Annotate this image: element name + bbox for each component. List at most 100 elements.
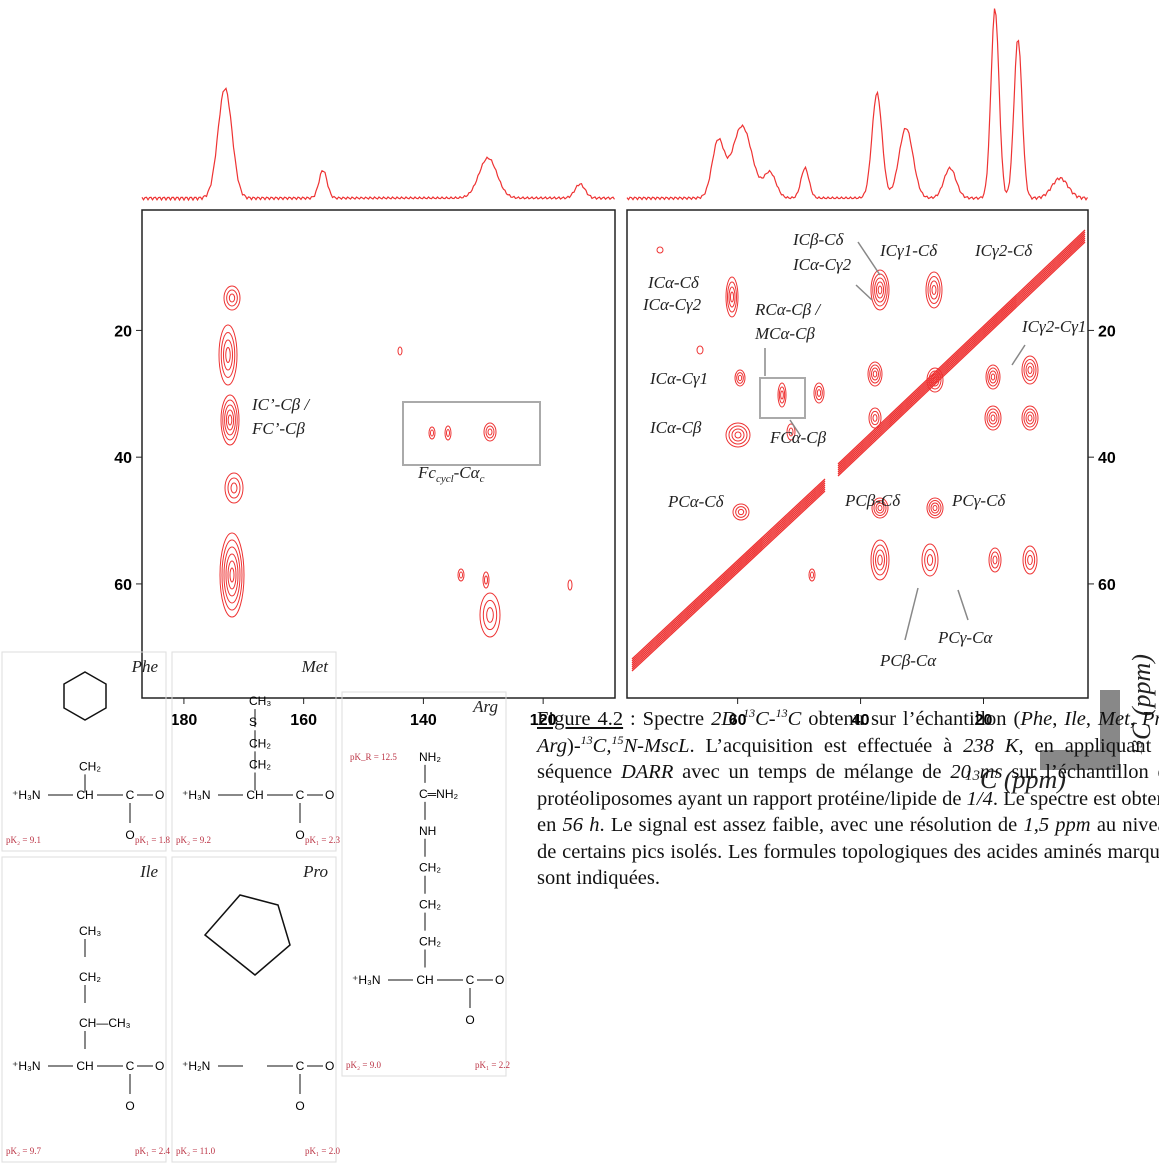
contour: [219, 532, 245, 618]
contour: [989, 370, 997, 384]
contour: [813, 382, 825, 404]
caption-text: , en appliquant la séquence: [537, 734, 1159, 784]
peak-label: PCβ-Cδ: [844, 491, 901, 510]
atom: C: [466, 973, 475, 987]
contour: [788, 427, 794, 437]
pk-label: pK₂ = 9.2: [176, 835, 211, 845]
contour: [816, 389, 822, 397]
caption-text: . Le signal est assez faible, avec une r…: [599, 814, 1024, 836]
contour: [875, 549, 885, 571]
peak-label: PCβ-Cα: [879, 651, 937, 670]
structure-box: [1, 856, 167, 1163]
label-part: Fc: [417, 463, 436, 482]
peak-label: ICα-Cγ2: [792, 255, 852, 274]
caption-text: 13: [743, 706, 756, 721]
atom: CH₂: [249, 736, 271, 750]
y-tick-label: 40: [114, 450, 132, 467]
caption-text: sur l’échantillon de protéoliposomes aya…: [537, 761, 1159, 810]
corner-mark: [1040, 690, 1120, 770]
contour: [487, 428, 493, 436]
contour: [224, 472, 244, 504]
contour: [786, 423, 796, 441]
contour: [870, 539, 890, 581]
contour: [870, 269, 890, 311]
atom: CH₃: [79, 924, 101, 938]
arrow: [957, 589, 969, 621]
pk-label: pK_R = 12.5: [350, 752, 397, 762]
contour: [990, 414, 996, 422]
contour: [486, 607, 494, 623]
contour: [229, 567, 235, 583]
structure-name: Phe: [131, 657, 159, 676]
peak-label: ICα-Cγ1: [649, 369, 708, 388]
contour: [227, 414, 233, 426]
contour: [1027, 366, 1033, 374]
contour: [875, 281, 885, 299]
diagonal: [631, 490, 826, 672]
contour: [926, 497, 944, 519]
atom: S: [249, 715, 257, 729]
contour: [725, 422, 751, 448]
caption-text: 2D: [711, 708, 744, 730]
atom: CH₂: [249, 757, 271, 771]
arrow: [789, 419, 801, 436]
contour: [225, 409, 235, 431]
diagonal: [631, 488, 826, 670]
contour: [736, 372, 744, 384]
caption-text: 13: [775, 706, 788, 721]
x-tick-label: 140: [410, 712, 437, 729]
ring: [203, 894, 291, 976]
atom: NH₂: [419, 750, 441, 764]
structure-name: Arg: [472, 697, 498, 716]
contour: [871, 367, 879, 381]
pk-label: pK₂ = 9.0: [346, 1060, 381, 1070]
contour: [1021, 355, 1039, 385]
contour: [728, 286, 736, 308]
atom: NH: [419, 824, 436, 838]
caption-text: 238 K: [963, 734, 1019, 757]
contour: [226, 289, 238, 307]
contour: [731, 428, 745, 442]
contour: [227, 560, 237, 590]
diagonal: [837, 241, 1086, 477]
contour: [222, 399, 238, 441]
diagonal: [631, 482, 826, 664]
label-part: c: [480, 473, 485, 485]
contour: [459, 571, 463, 579]
contour: [696, 345, 704, 355]
caption-text: obtenu sur l’échantillon (: [801, 708, 1021, 730]
atom: CH₃: [249, 694, 271, 708]
contour: [987, 367, 999, 387]
arrow: [1011, 344, 1026, 366]
highlight-box: [759, 377, 806, 419]
contour: [928, 500, 942, 516]
contour: [228, 293, 236, 303]
peak-label: RCα-Cβ /: [754, 300, 822, 319]
caption-text: 1/4: [966, 787, 993, 810]
contour: [728, 425, 748, 445]
contour: [988, 411, 998, 425]
caption-text: avec un temps de mélange de: [673, 761, 951, 783]
diagonal: [837, 231, 1086, 467]
contour: [737, 508, 745, 516]
y-tick-label: 60: [1098, 577, 1116, 594]
caption-text: Pro: [1141, 708, 1159, 730]
pk-label: pK₁ = 2.4: [135, 1146, 170, 1156]
y-tick-label: 20: [114, 323, 132, 340]
pk-label: pK₁ = 2.2: [475, 1060, 510, 1070]
contour: [225, 347, 231, 363]
contour: [1024, 550, 1036, 570]
diagonal: [837, 233, 1086, 469]
atom: CH: [246, 788, 263, 802]
contour: [1025, 362, 1035, 378]
caption-text: DARR: [620, 761, 674, 783]
contour: [873, 500, 887, 516]
ring: [63, 671, 107, 721]
peak-label: ICα-Cδ: [647, 273, 700, 292]
contour: [867, 361, 883, 387]
label-part: C (ppm): [1127, 654, 1156, 740]
contour: [930, 502, 940, 514]
atom: ⁺H₃N: [12, 1059, 41, 1073]
diagonal: [631, 484, 826, 666]
caption-text: . L’acquisition est effectuée à: [689, 734, 964, 757]
